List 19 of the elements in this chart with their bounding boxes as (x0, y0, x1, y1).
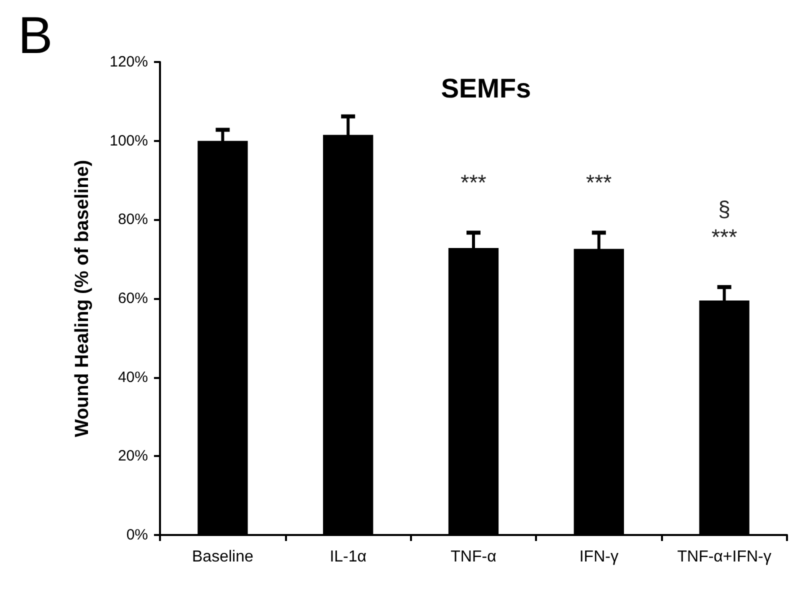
y-tick-label: 0% (126, 526, 148, 544)
x-tick-label: IFN-γ (579, 548, 618, 566)
x-tick-label: TNF-α (450, 548, 496, 566)
annotation: *** (711, 224, 738, 250)
annotation: *** (586, 170, 612, 196)
text: B (18, 7, 53, 65)
x-tick-label: IL-1α (330, 548, 367, 566)
y-tick-label: 40% (118, 368, 148, 386)
y-axis-title: Wound Healing (% of baseline) (72, 160, 93, 438)
y-tick-label: 80% (118, 211, 148, 228)
y-tick-label: 100% (110, 132, 148, 150)
chart-title: SEMFs (440, 74, 532, 104)
y-tick-label: 20% (118, 448, 148, 465)
y-tick-label: 60% (118, 290, 148, 307)
x-tick-label: Baseline (192, 548, 254, 566)
annotation: § (718, 196, 730, 222)
x-tick-label: TNF-α+IFN-γ (677, 548, 772, 566)
annotation: *** (460, 170, 487, 196)
y-tick-label: 120% (110, 54, 148, 70)
